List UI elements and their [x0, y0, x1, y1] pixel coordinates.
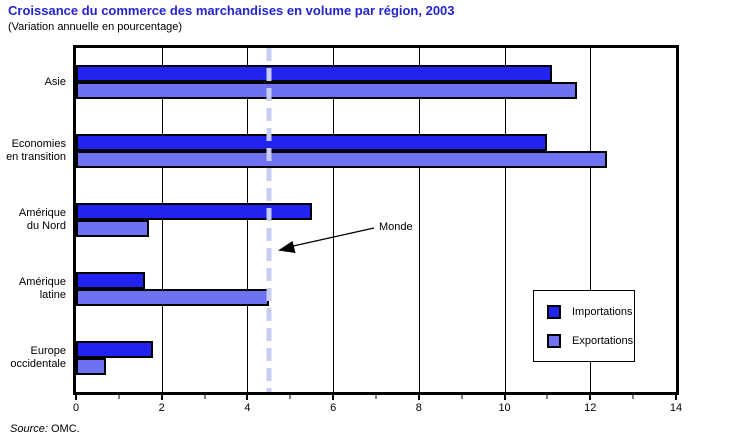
gridline-4 — [247, 48, 249, 392]
x-tick-4 — [246, 395, 249, 400]
category-label-economies-en-transition: Economies en transition — [6, 138, 66, 164]
bar-exportations-amerique-du-nord — [76, 219, 149, 237]
bar-importations-europe-occidentale — [76, 340, 154, 358]
x-tick-label-14: 14 — [669, 402, 683, 414]
bar-exportations-economies-en-transition — [76, 151, 608, 169]
bar-group-economies-en-transition — [76, 117, 676, 186]
legend-item-importations: Importations — [547, 304, 634, 319]
plot-area — [73, 45, 679, 395]
x-tick-8 — [417, 395, 420, 400]
x-tick-2 — [160, 395, 163, 400]
x-tick-14 — [675, 395, 677, 400]
category-axis: Asie Economies en transition Amérique du… — [0, 48, 66, 392]
gridline-8 — [418, 48, 420, 392]
gridline-2 — [161, 48, 163, 392]
monde-annotation-label: Monde — [379, 221, 413, 233]
bar-group-asie — [76, 48, 676, 117]
bar-exportations-europe-occidentale — [76, 357, 106, 375]
x-tick-10 — [503, 395, 506, 400]
x-tick-0 — [75, 395, 77, 400]
monde-reference-line — [266, 48, 272, 392]
importations-color-swatch — [547, 304, 561, 319]
x-tick-label-0: 0 — [72, 402, 80, 414]
chart-subtitle: (Variation annuelle en pourcentage) — [8, 21, 183, 33]
gridlines — [76, 48, 676, 392]
x-tick-11 — [546, 395, 548, 399]
category-label-amerique-latine: Amérique latine — [18, 275, 66, 301]
legend-label-exportations: Exportations — [572, 334, 634, 347]
bar-rows — [76, 48, 676, 392]
x-tick-6 — [332, 395, 335, 400]
x-tick-12 — [589, 395, 592, 400]
x-tick-label-6: 6 — [330, 402, 337, 414]
bar-exportations-asie — [76, 82, 578, 100]
category-label-asie: Asie — [44, 75, 66, 88]
gridline-6 — [333, 48, 335, 392]
bar-importations-economies-en-transition — [76, 134, 548, 152]
bar-importations-asie — [76, 65, 552, 83]
chart-title: Croissance du commerce des marchandises … — [8, 3, 455, 18]
source-note: Source: OMC. — [10, 423, 80, 435]
x-tick-3 — [204, 395, 206, 399]
bar-group-amerique-du-nord — [76, 186, 676, 255]
gridline-10 — [504, 48, 506, 392]
bar-group-amerique-latine — [76, 254, 676, 323]
x-tick-13 — [632, 395, 634, 399]
x-tick-label-2: 2 — [158, 402, 165, 414]
x-axis: 0 2 4 6 8 10 12 14 — [72, 395, 682, 425]
x-tick-label-4: 4 — [244, 402, 251, 414]
x-tick-label-10: 10 — [498, 402, 511, 414]
x-tick-5 — [289, 395, 291, 399]
legend: Importations Exportations — [533, 290, 635, 362]
x-tick-label-12: 12 — [584, 402, 597, 414]
source-prefix: Source: — [10, 423, 48, 435]
bar-exportations-amerique-latine — [76, 288, 269, 306]
legend-item-exportations: Exportations — [547, 333, 634, 348]
source-text: OMC. — [47, 423, 80, 435]
exportations-color-swatch — [547, 333, 561, 348]
category-label-europe-occidentale: Europe occidentale — [10, 344, 66, 370]
x-tick-1 — [118, 395, 120, 399]
x-tick-7 — [375, 395, 377, 399]
legend-label-importations: Importations — [572, 305, 633, 318]
bar-importations-amerique-latine — [76, 271, 145, 289]
category-label-amerique-du-nord: Amérique du Nord — [18, 206, 66, 232]
x-tick-label-8: 8 — [415, 402, 422, 414]
bar-importations-amerique-du-nord — [76, 202, 312, 220]
bar-group-europe-occidentale — [76, 323, 676, 392]
gridline-12 — [590, 48, 592, 392]
x-tick-9 — [461, 395, 463, 399]
